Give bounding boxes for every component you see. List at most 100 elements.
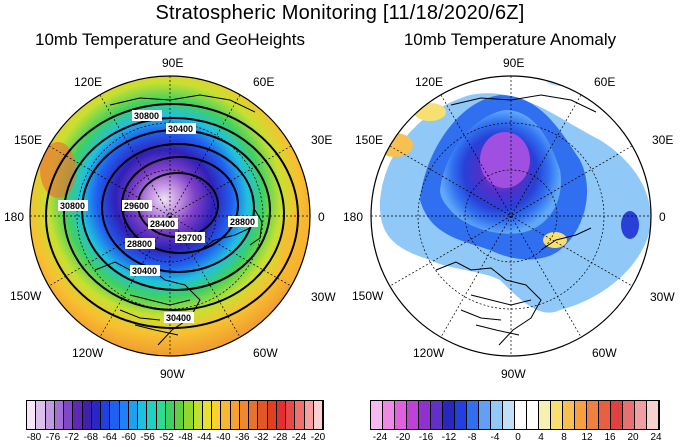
colorbar-tick-label: -20 <box>310 432 326 443</box>
colorbar-swatch <box>128 401 138 429</box>
colorbar-tick-label: 8 <box>561 432 567 443</box>
colorbar-swatch <box>82 401 92 429</box>
colorbar-tick-label: -56 <box>140 432 155 443</box>
colorbar-swatch <box>491 401 503 429</box>
colorbar-tick-label: -24 <box>291 432 307 443</box>
colorbar-tick-label: -44 <box>197 432 212 443</box>
colorbar-swatch <box>193 401 203 429</box>
colorbar-swatch <box>419 401 431 429</box>
lon-label-60w: 60W <box>253 346 278 360</box>
lon-label-30e: 30E <box>311 133 332 147</box>
colorbar-swatch <box>371 401 383 429</box>
left-longitude-labels: 90E 60E 30E 0 30W 60W 90W 120W 150W 180 … <box>4 56 336 381</box>
colorbar-swatch <box>527 401 539 429</box>
colorbar-swatch <box>467 401 479 429</box>
lon-label-30w: 30W <box>311 290 336 304</box>
colorbar-swatch <box>64 401 74 429</box>
colorbar-swatch <box>202 401 212 429</box>
contour-label: 29700 <box>177 233 202 243</box>
colorbar-tick-label: -64 <box>102 432 117 443</box>
lon-label-60w: 60W <box>592 346 617 360</box>
anomaly-minimum <box>480 132 530 188</box>
lon-label-180: 180 <box>4 210 24 224</box>
lon-label-90e: 90E <box>162 56 183 70</box>
colorbar-swatch <box>539 401 551 429</box>
colorbar-swatch <box>304 401 314 429</box>
colorbar-tick-label: 12 <box>581 432 593 443</box>
colorbar-tick-label: -4 <box>490 432 500 443</box>
contour-label: 28400 <box>150 219 175 229</box>
colorbar-swatch <box>623 401 635 429</box>
weak-anomaly <box>546 76 574 86</box>
colorbar-tick-label: -12 <box>441 432 457 443</box>
lon-label-150e: 150E <box>14 133 42 147</box>
colorbar-swatch <box>45 401 55 429</box>
lon-label-120w: 120W <box>413 346 445 360</box>
left-colorbar <box>26 400 324 430</box>
colorbar-tick-label: 16 <box>604 432 616 443</box>
lon-label-90w: 90W <box>501 367 526 381</box>
left-map: 30800 30400 29600 28800 28800 30400 3040… <box>4 56 336 381</box>
right-panel-title: 10mb Temperature Anomaly <box>403 30 617 49</box>
colorbar-tick-label: -80 <box>26 432 42 443</box>
positive-anomaly <box>543 232 567 248</box>
colorbar-swatch <box>551 401 563 429</box>
colorbar-swatch <box>110 401 120 429</box>
left-panel-title: 10mb Temperature and GeoHeights <box>35 30 305 49</box>
lon-label-150e: 150E <box>355 133 383 147</box>
colorbar-swatch <box>175 401 185 429</box>
contour-label: 30800 <box>134 111 159 121</box>
right-longitude-labels: 90E 60E 30E 0 30W 60W 90W 120W 150W 180 … <box>343 56 675 381</box>
colorbar-swatch <box>212 401 222 429</box>
colorbar-tick-label: -28 <box>272 432 288 443</box>
lon-label-120w: 120W <box>72 346 104 360</box>
warm-patch <box>280 210 310 290</box>
colorbar-tick-label: -20 <box>395 432 411 443</box>
colorbar-tick-label: -48 <box>178 432 193 443</box>
colorbar-swatch <box>258 401 268 429</box>
contour-label: 30400 <box>132 266 157 276</box>
colorbar-tick-label: -60 <box>121 432 136 443</box>
colorbar-tick-label: -68 <box>83 432 99 443</box>
colorbar-tick-label: -16 <box>418 432 434 443</box>
colorbar-swatch <box>286 401 296 429</box>
colorbar-swatch <box>101 401 111 429</box>
colorbar-swatch <box>156 401 166 429</box>
colorbar-swatch <box>587 401 599 429</box>
colorbar-swatch <box>383 401 395 429</box>
lon-label-90w: 90W <box>160 367 185 381</box>
colorbar-swatch <box>27 401 37 429</box>
contour-label: 30400 <box>166 313 191 323</box>
colorbar-swatch <box>611 401 623 429</box>
main-title: Stratospheric Monitoring [11/18/2020/6Z] <box>155 2 525 24</box>
colorbar-swatch <box>147 401 157 429</box>
contour-label: 29600 <box>124 201 149 211</box>
right-colorbar <box>370 400 660 430</box>
colorbar-swatch <box>54 401 64 429</box>
positive-anomaly <box>414 103 446 121</box>
colorbar-tick-label: -8 <box>467 432 477 443</box>
colorbar-swatch <box>407 401 419 429</box>
right-coastlines <box>435 94 597 346</box>
lon-label-90e: 90E <box>503 56 524 70</box>
colorbar-tick-label: 4 <box>538 432 544 443</box>
lon-label-120e: 120E <box>74 75 102 89</box>
contour-label: 28800 <box>127 239 152 249</box>
colorbar-tick-label: -32 <box>253 432 269 443</box>
negative-anomaly-spot <box>621 211 639 239</box>
colorbar-swatch <box>91 401 101 429</box>
colorbar-swatch <box>503 401 515 429</box>
colorbar-swatch <box>563 401 575 429</box>
colorbar-swatch <box>221 401 231 429</box>
right-map: 90E 60E 30E 0 30W 60W 90W 120W 150W 180 … <box>343 56 675 381</box>
colorbar-swatch <box>230 401 240 429</box>
colorbar-tick-label: 0 <box>515 432 521 443</box>
colorbar-tick-label: -24 <box>372 432 388 443</box>
colorbar-swatch <box>184 401 194 429</box>
colorbar-swatch <box>599 401 611 429</box>
lon-label-150w: 150W <box>10 289 42 303</box>
colorbar-tick-label: -72 <box>64 432 80 443</box>
colorbar-swatch <box>635 401 647 429</box>
left-coastlines <box>94 94 263 346</box>
